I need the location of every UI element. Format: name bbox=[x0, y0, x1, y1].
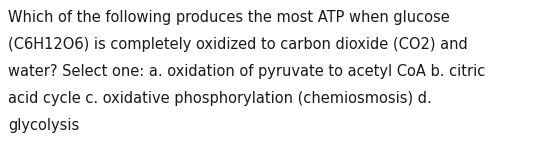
Text: (C6H12O6) is completely oxidized to carbon dioxide (CO2) and: (C6H12O6) is completely oxidized to carb… bbox=[8, 37, 468, 52]
Text: acid cycle c. oxidative phosphorylation (chemiosmosis) d.: acid cycle c. oxidative phosphorylation … bbox=[8, 91, 431, 106]
Text: Which of the following produces the most ATP when glucose: Which of the following produces the most… bbox=[8, 10, 450, 25]
Text: glycolysis: glycolysis bbox=[8, 118, 79, 133]
Text: water? Select one: a. oxidation of pyruvate to acetyl CoA b. citric: water? Select one: a. oxidation of pyruv… bbox=[8, 64, 485, 79]
